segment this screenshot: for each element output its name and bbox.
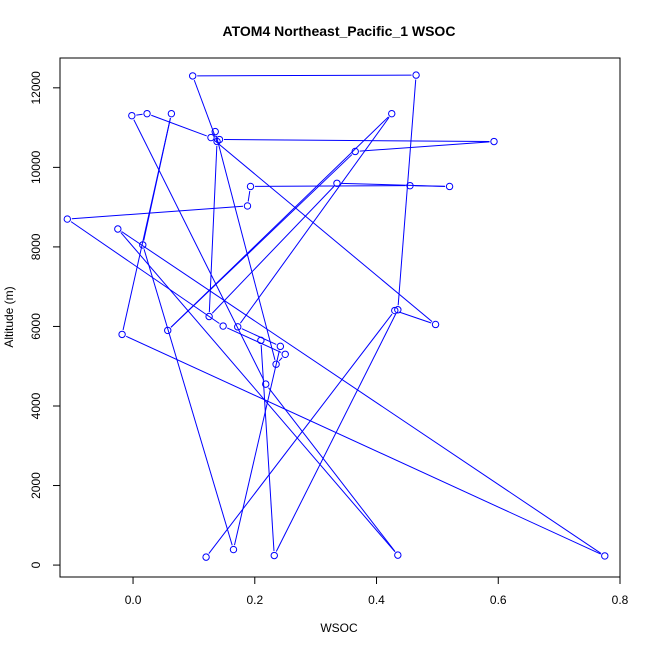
data-point [601, 552, 609, 560]
y-tick-label: 10000 [29, 150, 43, 184]
data-point [351, 147, 359, 156]
series-segment [125, 335, 601, 555]
y-tick-label: 6000 [29, 313, 43, 340]
data-point [490, 137, 498, 146]
series-segment [133, 119, 265, 381]
series-segment [70, 221, 220, 324]
data-point [213, 137, 221, 146]
y-tick-label: 0 [29, 561, 43, 568]
series-segment [275, 313, 397, 552]
series-segment [278, 357, 283, 362]
data-point [388, 109, 396, 118]
data-point [128, 111, 136, 120]
data-point [164, 326, 172, 335]
series-segment [341, 182, 446, 187]
data-point [211, 127, 219, 136]
data-point [270, 551, 278, 560]
x-axis: 0.0 0.2 0.4 0.6 0.8 [125, 576, 629, 607]
data-point [246, 182, 255, 191]
data-point [167, 109, 176, 118]
series-segment [193, 79, 216, 138]
data-point [262, 380, 270, 388]
series-segment [120, 232, 396, 553]
data-point [394, 551, 402, 559]
series-segment [359, 141, 490, 152]
data-point [431, 320, 440, 329]
data-point [114, 225, 122, 233]
data-point [272, 360, 280, 368]
data-point [276, 342, 285, 351]
series-segment [170, 154, 353, 328]
data-point [188, 72, 197, 80]
series-segment [255, 185, 406, 187]
series-segment [227, 327, 282, 353]
data-point [143, 109, 151, 118]
series-segment [208, 145, 218, 313]
data-point [205, 312, 213, 321]
series-segment [197, 74, 412, 77]
y-axis: 0 2000 4000 6000 8000 10000 12000 [29, 71, 61, 568]
data-point [333, 179, 341, 187]
y-tick-label: 2000 [29, 472, 43, 499]
chart-title: ATOM4 Northeast_Pacific_1 WSOC [223, 23, 456, 39]
series-segment [239, 117, 390, 324]
data-point [257, 336, 265, 345]
y-tick-label: 8000 [29, 233, 43, 260]
data-point [281, 350, 289, 358]
data-point [391, 306, 399, 315]
series-segment [143, 249, 233, 546]
data-point [118, 330, 126, 339]
x-tick-label: 0.0 [125, 593, 142, 607]
data-point [412, 71, 420, 79]
series-segment [208, 313, 393, 554]
series-segment [234, 350, 280, 546]
x-tick-label: 0.6 [490, 593, 507, 607]
series-segment [247, 190, 251, 202]
y-axis-title: Altitude (m) [2, 286, 16, 347]
data-point [243, 202, 252, 210]
series-segment [268, 387, 396, 552]
series-segment [397, 79, 417, 306]
series-segment [211, 186, 335, 314]
series-segment [143, 117, 171, 241]
x-tick-label: 0.2 [246, 593, 263, 607]
data-point [139, 241, 147, 249]
data-point [229, 545, 238, 554]
y-tick-label: 12000 [29, 71, 43, 105]
series-segment [260, 344, 275, 552]
data-point [234, 323, 242, 331]
x-tick-label: 0.8 [612, 593, 629, 607]
data-point [202, 553, 210, 561]
x-tick-label: 0.4 [368, 593, 385, 607]
data-point [406, 181, 414, 190]
series [63, 71, 609, 561]
y-tick-label: 4000 [29, 392, 43, 419]
series-segment [398, 311, 432, 324]
series-segment [223, 139, 490, 142]
series-segment [151, 114, 207, 137]
data-point [215, 135, 224, 144]
series-segment [136, 113, 143, 116]
series-segment [214, 140, 433, 322]
data-point [445, 182, 454, 191]
x-axis-title: WSOC [320, 621, 358, 635]
plot-area [59, 57, 621, 578]
data-point [63, 215, 72, 223]
data-point [207, 133, 215, 142]
data-point [219, 322, 227, 330]
series-segment [215, 135, 276, 361]
data-point [394, 306, 402, 314]
series-segment [121, 231, 602, 554]
